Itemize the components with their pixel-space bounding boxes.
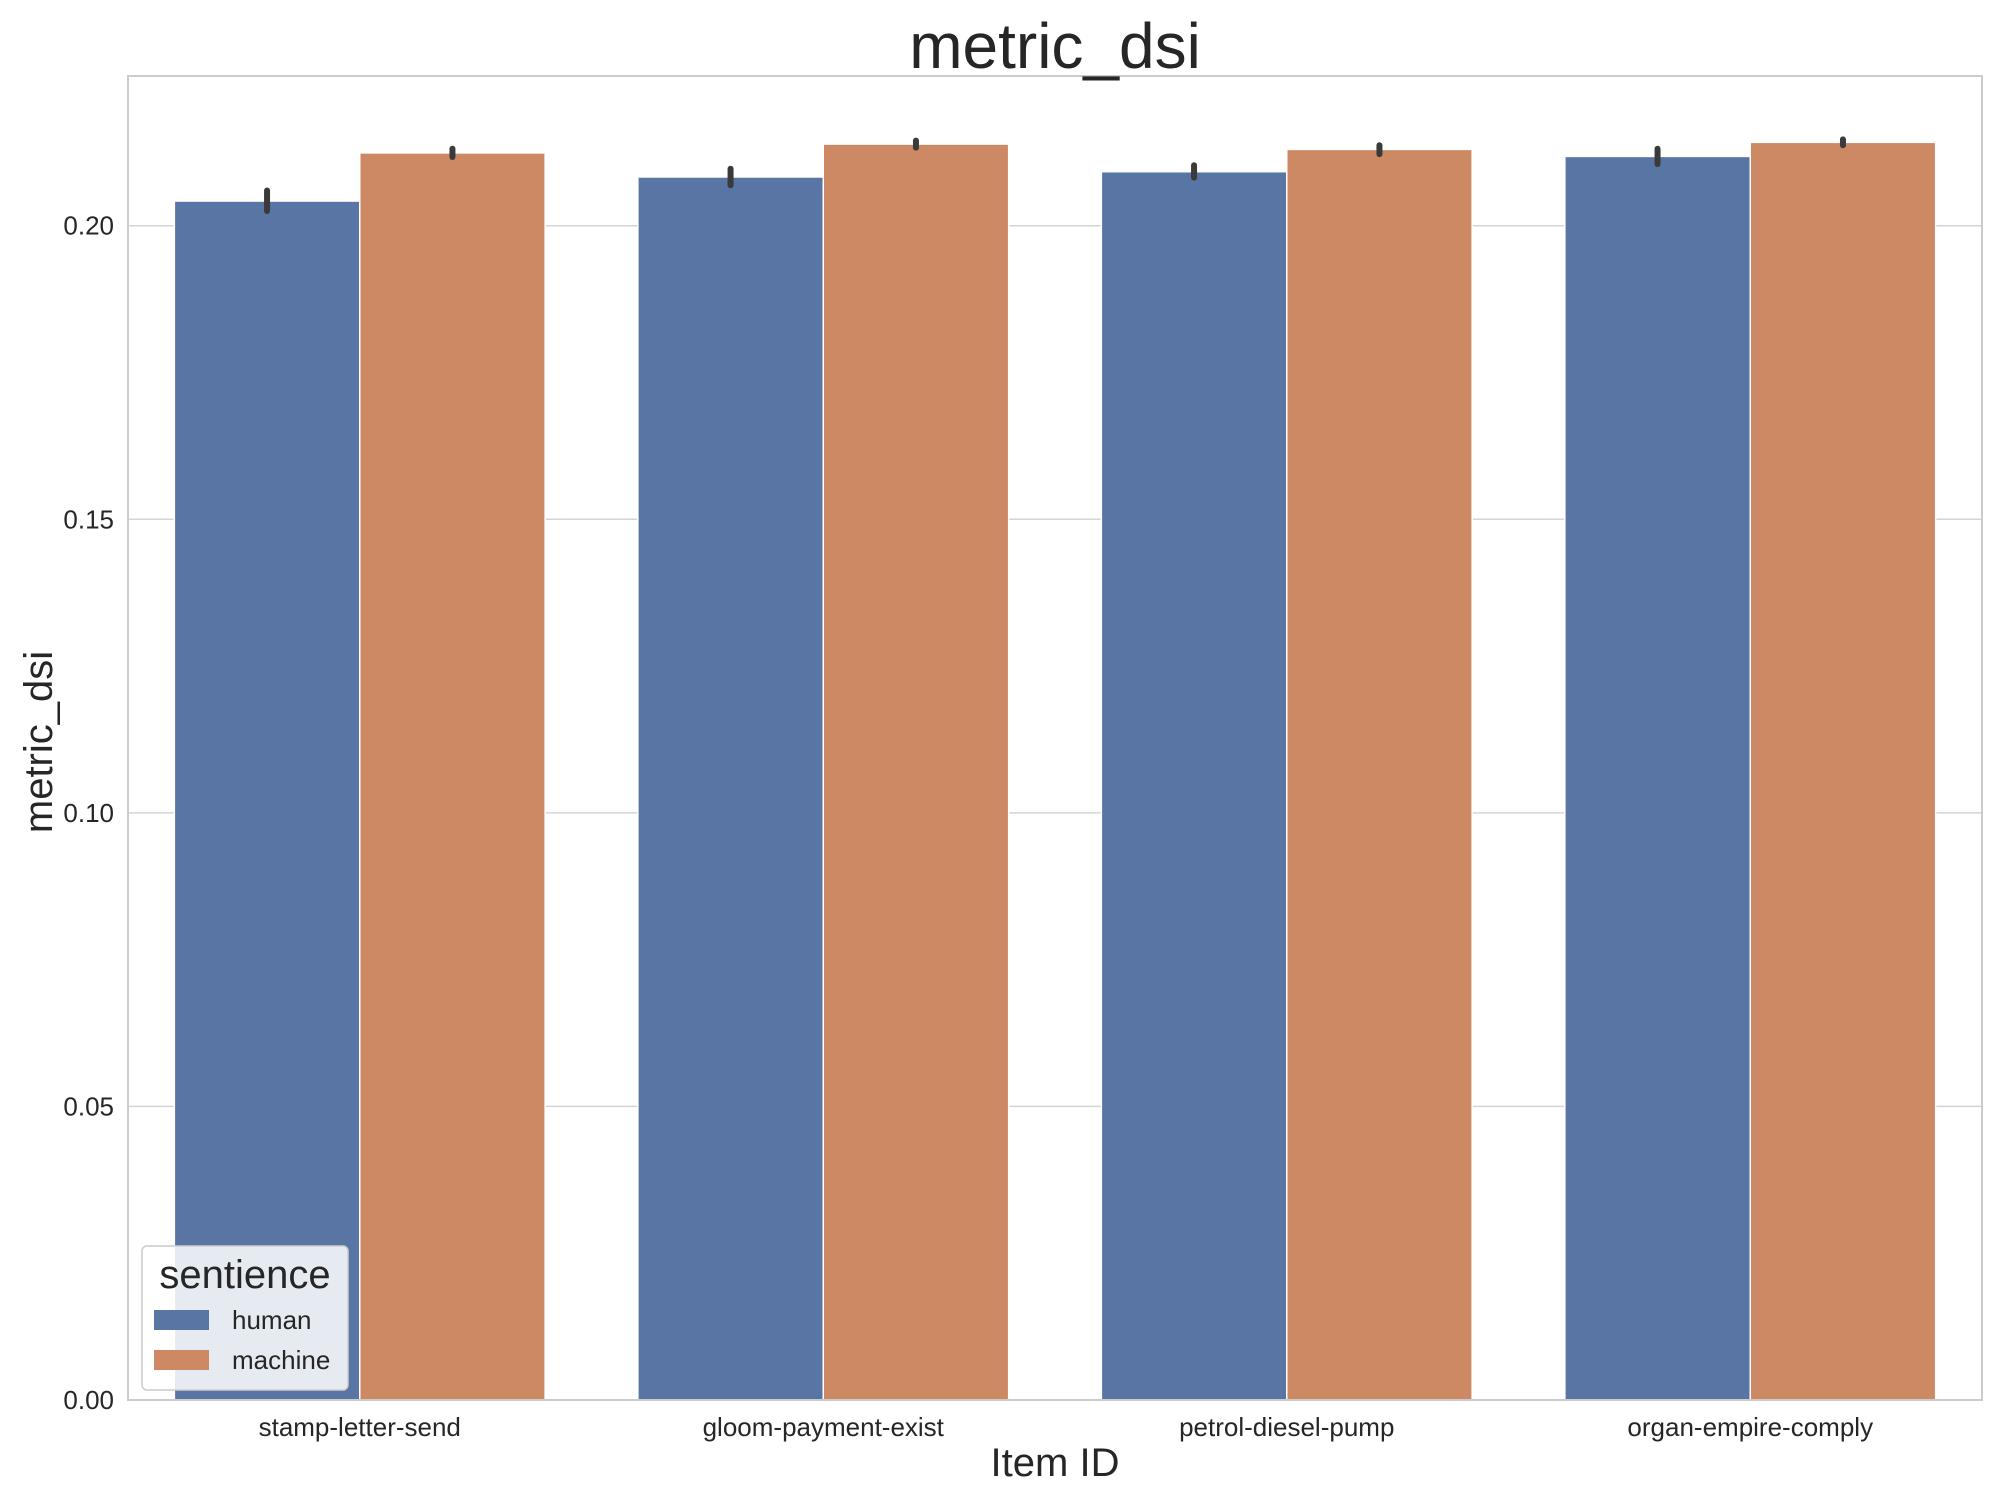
legend: sentience human machine (141, 1245, 349, 1391)
x-axis-label: Item ID (991, 1441, 1120, 1485)
legend-label-human: human (232, 1305, 312, 1335)
legend-swatch-machine (154, 1350, 209, 1370)
y-tick-labels: 0.00 0.05 0.10 0.15 0.20 (63, 211, 114, 1415)
error-bars (264, 136, 1846, 215)
bar-machine-stamp-letter-send (359, 152, 546, 1401)
bar-machine-petrol-diesel-pump (1286, 148, 1473, 1401)
y-axis-label: metric_dsi (17, 651, 61, 833)
bars (173, 141, 1937, 1401)
x-tick-label: stamp-letter-send (259, 1412, 461, 1442)
plot-frame (127, 75, 1983, 1401)
y-tick-label: 0.10 (63, 798, 114, 828)
bar-machine-gloom-payment-exist (822, 143, 1010, 1401)
bar-human-gloom-payment-exist (637, 176, 824, 1401)
x-tick-label: gloom-payment-exist (703, 1412, 945, 1442)
x-tick-labels: stamp-letter-send gloom-payment-exist petr… (259, 1412, 1873, 1442)
x-tick-label: petrol-diesel-pump (1179, 1412, 1394, 1442)
bar-machine-organ-empire-comply (1749, 141, 1937, 1401)
y-tick-label: 0.20 (63, 211, 114, 241)
y-tick-label: 0.05 (63, 1091, 114, 1121)
chart-title: metric_dsi (909, 10, 1201, 82)
bar-human-organ-empire-comply (1564, 155, 1751, 1401)
y-tick-label: 0.15 (63, 504, 114, 534)
bar-human-petrol-diesel-pump (1100, 170, 1288, 1401)
legend-title: sentience (159, 1253, 330, 1297)
bar-human-stamp-letter-send (173, 200, 361, 1401)
y-tick-label: 0.00 (63, 1385, 114, 1415)
legend-swatch-human (154, 1310, 209, 1330)
x-tick-label: organ-empire-comply (1627, 1412, 1873, 1442)
legend-label-machine: machine (232, 1345, 330, 1375)
